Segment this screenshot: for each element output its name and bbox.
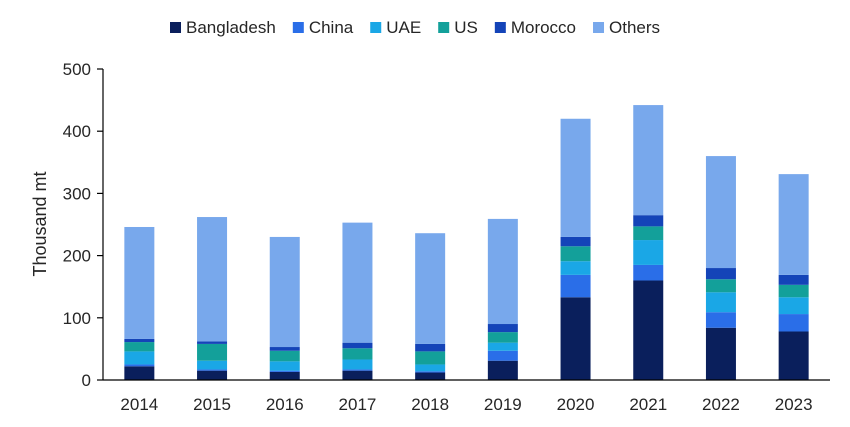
bar-uae-2015 (197, 360, 228, 370)
legend: Bangladesh China UAE US Morocco Others (170, 18, 660, 37)
bar-china-2022 (705, 312, 736, 328)
y-tick-label: 500 (63, 60, 91, 79)
bar-bangladesh-2019 (487, 360, 518, 380)
bar-others-2015 (197, 217, 228, 342)
bar-bangladesh-2018 (415, 372, 446, 380)
bar-china-2017 (342, 369, 373, 371)
y-axis-title: Thousand mt (30, 171, 50, 276)
bar-bangladesh-2015 (197, 370, 228, 380)
legend-label-us: US (454, 18, 478, 37)
y-tick-label: 0 (82, 371, 91, 390)
bar-uae-2017 (342, 359, 373, 370)
y-tick-label: 300 (63, 184, 91, 203)
bar-others-2017 (342, 222, 373, 343)
x-tick-label: 2017 (339, 395, 377, 414)
y-tick-label: 200 (63, 247, 91, 266)
bar-china-2018 (415, 371, 446, 373)
y-ticks: 0 100 200 300 400 500 (63, 60, 103, 390)
legend-swatch-china (292, 22, 304, 33)
bar-china-2021 (633, 264, 664, 281)
bar-morocco-2017 (342, 342, 373, 349)
bar-bangladesh-2022 (705, 327, 736, 380)
bar-uae-2016 (269, 361, 300, 371)
legend-swatch-us (438, 22, 450, 33)
bar-us-2015 (197, 343, 228, 361)
bar-others-2019 (487, 218, 518, 325)
bar-china-2020 (560, 274, 591, 298)
bar-morocco-2016 (269, 347, 300, 351)
bars (124, 105, 809, 380)
x-tick-label: 2016 (266, 395, 304, 414)
bar-uae-2022 (705, 292, 736, 313)
x-tick-label: 2020 (557, 395, 595, 414)
legend-label-others: Others (609, 18, 660, 37)
x-tick-label: 2018 (411, 395, 449, 414)
legend-swatch-uae (370, 22, 382, 33)
bar-others-2016 (269, 236, 300, 348)
legend-swatch-morocco (494, 22, 506, 33)
x-tick-label: 2022 (702, 395, 740, 414)
bar-others-2022 (705, 156, 736, 269)
x-tick-label: 2021 (629, 395, 667, 414)
bar-uae-2021 (633, 240, 664, 265)
x-tick-label: 2023 (775, 395, 813, 414)
bar-others-2018 (415, 233, 446, 344)
bar-morocco-2015 (197, 341, 228, 344)
bar-uae-2014 (124, 351, 155, 365)
bar-morocco-2018 (415, 343, 446, 352)
bar-uae-2018 (415, 364, 446, 372)
bar-us-2017 (342, 348, 373, 360)
bar-us-2018 (415, 351, 446, 365)
bar-us-2021 (633, 226, 664, 241)
bar-bangladesh-2023 (778, 331, 809, 380)
bar-china-2014 (124, 364, 155, 367)
bar-bangladesh-2016 (269, 371, 300, 380)
bar-china-2015 (197, 369, 228, 371)
bar-bangladesh-2017 (342, 370, 373, 380)
bar-morocco-2014 (124, 338, 155, 343)
legend-label-morocco: Morocco (511, 18, 576, 37)
legend-label-china: China (309, 18, 354, 37)
legend-swatch-bangladesh (170, 22, 181, 33)
bar-us-2016 (269, 350, 300, 362)
legend-label-bangladesh: Bangladesh (186, 18, 276, 37)
bar-uae-2023 (778, 297, 809, 315)
legend-swatch-others (593, 22, 605, 33)
y-tick-label: 400 (63, 122, 91, 141)
bar-others-2020 (560, 118, 591, 237)
x-tick-label: 2019 (484, 395, 522, 414)
bar-us-2023 (778, 284, 809, 298)
bar-bangladesh-2014 (124, 366, 155, 380)
bar-morocco-2022 (705, 268, 736, 280)
bar-morocco-2021 (633, 215, 664, 227)
bar-bangladesh-2021 (633, 280, 664, 380)
x-tick-label: 2015 (193, 395, 231, 414)
x-tick-label: 2014 (120, 395, 158, 414)
legend-label-uae: UAE (386, 18, 421, 37)
bar-china-2016 (269, 370, 300, 372)
bar-uae-2020 (560, 261, 591, 275)
bar-us-2022 (705, 279, 736, 293)
bar-others-2014 (124, 226, 155, 339)
bar-us-2019 (487, 332, 518, 343)
bar-others-2021 (633, 105, 664, 216)
bar-morocco-2020 (560, 236, 591, 247)
bar-china-2023 (778, 314, 809, 332)
axes (102, 69, 830, 381)
bar-morocco-2023 (778, 274, 809, 285)
bar-others-2023 (778, 174, 809, 275)
y-tick-label: 100 (63, 309, 91, 328)
bar-us-2014 (124, 342, 155, 352)
bar-uae-2019 (487, 342, 518, 351)
bar-us-2020 (560, 246, 591, 262)
bar-bangladesh-2020 (560, 297, 591, 380)
x-ticks: 2014 2015 2016 2017 2018 2019 2020 2021 2022 2023 (120, 395, 812, 414)
bar-morocco-2019 (487, 324, 518, 333)
bar-china-2019 (487, 350, 518, 361)
